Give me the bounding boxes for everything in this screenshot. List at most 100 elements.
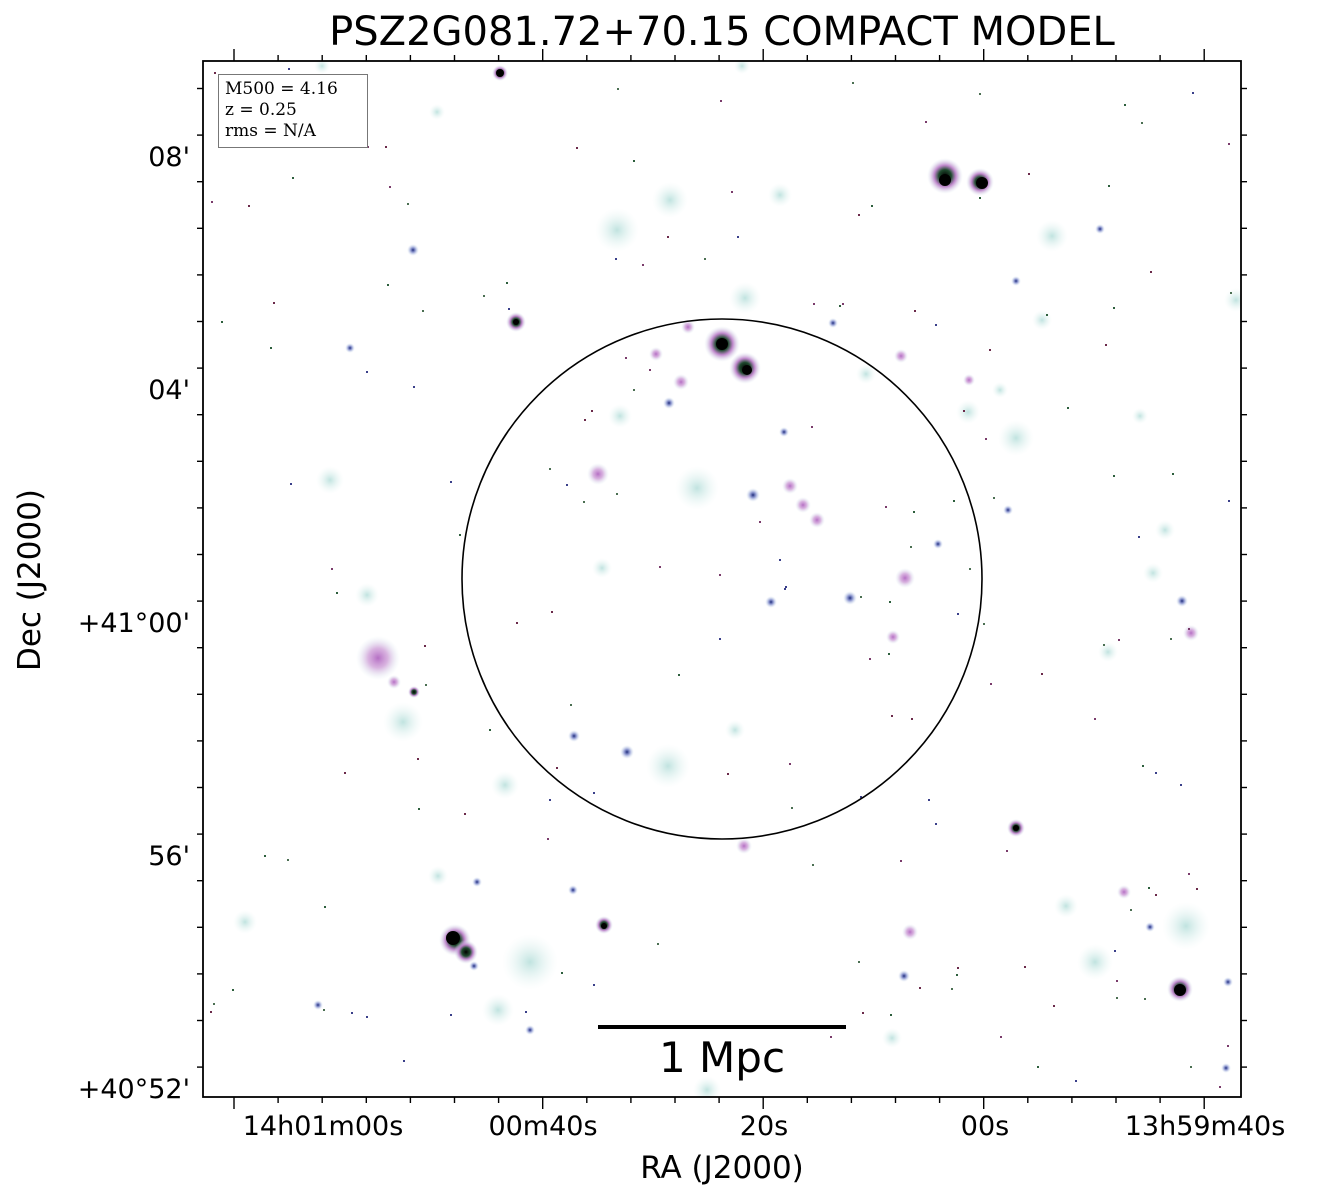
noise-pixel [344, 772, 346, 774]
noise-pixel [1180, 784, 1182, 786]
noise-pixel [292, 177, 294, 179]
noise-pixel [935, 324, 937, 326]
halo-source [1077, 944, 1113, 980]
compact-source [407, 244, 419, 256]
halo-source [482, 994, 514, 1026]
noise-pixel [737, 236, 739, 238]
halo-source [956, 400, 980, 424]
noise-pixel [1103, 644, 1105, 646]
noise-pixel [1113, 475, 1115, 477]
noise-pixel [336, 592, 338, 594]
halo-source [1032, 310, 1052, 330]
halo-source [429, 104, 445, 120]
noise-pixel [979, 93, 981, 95]
noise-pixel [919, 987, 921, 989]
noise-pixel [1094, 718, 1096, 720]
x-tick-label: 00s [960, 1111, 1010, 1142]
noise-pixel [516, 622, 518, 624]
noise-pixel [1192, 92, 1194, 94]
noise-pixel [890, 1014, 892, 1016]
compact-source [828, 318, 838, 328]
halo-source [314, 61, 330, 74]
noise-pixel [720, 100, 722, 102]
noise-pixel [584, 419, 586, 421]
y-tick-label: 04' [148, 375, 190, 406]
compact-source [765, 596, 777, 608]
noise-pixel [221, 321, 223, 323]
noise-pixel [1046, 314, 1048, 316]
noise-pixel [288, 68, 290, 70]
compact-source [1095, 224, 1105, 234]
halo-source [1054, 894, 1078, 918]
noise-pixel [928, 799, 930, 801]
noise-pixel [885, 506, 887, 508]
noise-pixel [1116, 980, 1118, 982]
noise-pixel [784, 588, 786, 590]
plot-frame [202, 60, 1242, 1098]
noise-pixel [464, 813, 466, 815]
noise-pixel [1188, 628, 1190, 630]
noise-pixel [860, 796, 862, 798]
noise-pixel [366, 371, 368, 373]
halo-source [428, 866, 448, 886]
x-tick-label: 00m40s [488, 1111, 598, 1142]
noise-pixel [649, 369, 651, 371]
noise-pixel [1150, 271, 1152, 273]
noise-pixel [1108, 185, 1110, 187]
noise-pixel [508, 308, 510, 310]
diffuse-source [587, 463, 609, 485]
compact-source [898, 970, 910, 982]
noise-pixel [911, 718, 913, 720]
noise-pixel [889, 601, 891, 603]
noise-pixel [812, 864, 814, 866]
noise-pixel [1067, 407, 1069, 409]
noise-pixel [413, 386, 415, 388]
halo-source [1143, 563, 1163, 583]
noise-pixel [506, 282, 508, 284]
noise-pixel [704, 258, 706, 260]
noise-pixel [860, 596, 862, 598]
y-tick-label: +41°00' [77, 608, 190, 639]
noise-pixel [779, 559, 781, 561]
noise-pixel [248, 205, 250, 207]
noise-pixel [617, 88, 619, 90]
halo-source [1155, 520, 1175, 540]
noise-pixel [1144, 998, 1146, 1000]
noise-pixel [813, 303, 815, 305]
halo-source [693, 1076, 721, 1097]
noise-pixel [556, 767, 558, 769]
x-tick-label: 13h59m40s [1124, 1111, 1286, 1142]
noise-pixel [1118, 639, 1120, 641]
noise-pixel [789, 763, 791, 765]
noise-pixel [483, 295, 485, 297]
noise-pixel [759, 521, 761, 523]
noise-pixel [719, 574, 721, 576]
noise-pixel [1000, 1036, 1002, 1038]
noise-pixel [914, 310, 916, 312]
noise-pixel [842, 303, 844, 305]
noise-pixel [424, 645, 426, 647]
scalebar-label: 1 Mpc [658, 1033, 786, 1082]
noise-pixel [211, 201, 213, 203]
noise-pixel [969, 568, 971, 570]
diffuse-source [809, 512, 825, 528]
noise-pixel [422, 310, 424, 312]
compact-source [843, 591, 857, 605]
noise-pixel [593, 984, 595, 986]
noise-pixel [785, 586, 787, 588]
noise-pixel [862, 1012, 864, 1014]
noise-pixel [489, 729, 491, 731]
image-background [203, 61, 1241, 1097]
bright-source [408, 686, 420, 698]
noise-pixel [1155, 894, 1157, 896]
noise-pixel [547, 838, 549, 840]
source-core [601, 923, 607, 929]
halo-source [998, 420, 1034, 456]
noise-pixel [593, 792, 595, 794]
noise-pixel [1227, 1045, 1229, 1047]
compact-source [1223, 977, 1233, 987]
diffuse-source [673, 374, 689, 390]
noise-pixel [871, 205, 873, 207]
x-axis-title: RA (J2000) [640, 1150, 804, 1186]
diffuse-source [902, 924, 918, 940]
